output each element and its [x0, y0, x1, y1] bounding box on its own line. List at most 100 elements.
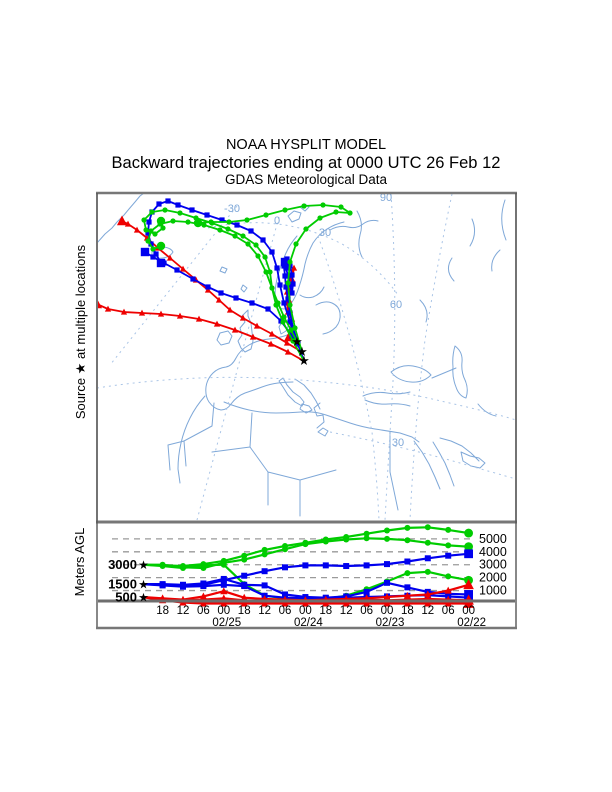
date-label: 02/25	[212, 617, 241, 629]
traj-3000m-loop1-marker	[160, 225, 166, 231]
traj-500m-west-marker	[249, 333, 257, 340]
traj-1500m-diag-marker	[233, 295, 239, 301]
traj-3000m-loop2	[145, 218, 298, 343]
height-3000m-c-line	[142, 563, 469, 601]
traj-500m-nw-marker	[268, 330, 276, 337]
traj-3000m-loop1-marker	[177, 210, 183, 216]
height-500m-c-marker	[301, 599, 309, 607]
height-500m-a-marker	[463, 579, 474, 590]
height-3000m-b-marker	[464, 542, 473, 552]
height-3000m-c-marker	[180, 564, 186, 571]
meters-agl-label: Meters AGL	[72, 528, 87, 597]
height-500m-a-marker	[444, 586, 452, 594]
height-500m-a-marker	[424, 590, 432, 598]
traj-500m-west-marker	[120, 308, 128, 315]
traj-3000m-loop1-marker	[290, 338, 296, 344]
height-1500m-a-marker	[404, 558, 411, 565]
height-1500m-b-marker	[261, 582, 268, 589]
time-tick-label: 06	[197, 605, 210, 617]
height-1500m-a-marker	[445, 552, 452, 559]
time-tick-label: 00	[217, 605, 230, 617]
traj-1500m-loop-marker	[145, 230, 151, 236]
traj-3000m-loop2-marker	[217, 227, 223, 233]
height-3000m-b-marker	[302, 541, 309, 548]
met-data-label: GDAS Meteorological Data	[225, 172, 388, 187]
run-subtitle: Backward trajectories ending at 0000 UTC…	[112, 154, 501, 172]
traj-1500m-diag-marker	[140, 247, 150, 257]
height-500m-c-marker	[342, 599, 350, 607]
height-500m-c-marker	[363, 599, 371, 607]
traj-3000m-arc-marker	[292, 325, 298, 331]
traj-1500m-diag-marker	[150, 254, 156, 260]
start-height-label: 500	[115, 590, 137, 605]
time-tick-label: 18	[238, 605, 251, 617]
traj-1500m-diag-marker	[190, 276, 196, 282]
height-1500m-a-marker	[282, 564, 288, 571]
time-tick-label: 12	[421, 605, 434, 617]
start-height-star: ★	[138, 591, 149, 605]
height-1500m-a	[142, 549, 473, 590]
traj-1500m-cluster-marker	[282, 273, 288, 279]
traj-500m-west-marker	[195, 315, 203, 322]
height-500m-c-marker	[199, 599, 207, 607]
height-3000m-c-marker	[424, 568, 431, 575]
traj-1500m-diag	[140, 247, 303, 353]
height-3000m-b-marker	[322, 538, 329, 545]
height-3000m-c-marker	[159, 563, 166, 570]
traj-500m-nw-marker	[283, 339, 291, 346]
time-tick-label: 00	[462, 605, 475, 617]
height-3000m-b-marker	[384, 535, 390, 542]
traj-500m-nw-marker	[133, 226, 141, 233]
height-1500m-a-marker	[363, 562, 370, 569]
height-1500m-c-marker	[159, 582, 166, 589]
model-title: NOAA HYSPLIT MODEL	[226, 137, 386, 153]
traj-500m-nw-marker	[253, 322, 261, 329]
height-1500m-a-marker	[343, 563, 350, 570]
height-1500m-a-marker	[384, 561, 390, 568]
traj-3000m-arc-marker	[287, 259, 293, 265]
time-tick-label: 00	[381, 605, 394, 617]
height-500m-c-marker	[322, 599, 330, 607]
traj-1500m-loop-marker	[274, 265, 280, 271]
traj-3000m-loop1-marker	[225, 226, 231, 232]
time-tick-label: 18	[401, 605, 414, 617]
height-1500m-b-marker	[220, 575, 227, 582]
traj-500m-nw-marker	[179, 265, 187, 272]
time-tick-label: 12	[258, 605, 271, 617]
traj-3000m-loop2-marker	[185, 219, 191, 225]
source-star: ★	[296, 344, 308, 359]
right-axis-label: 2000	[479, 571, 507, 585]
height-3000m-b-marker	[343, 536, 350, 543]
graticule-label: -30	[224, 203, 240, 215]
right-axis-label: 1000	[479, 584, 507, 598]
traj-500m-nw	[116, 215, 303, 353]
traj-3000m-loop2-marker	[288, 327, 294, 333]
time-tick-label: 00	[299, 605, 312, 617]
traj-3000m-arc-marker	[301, 203, 307, 209]
source-star: ★	[291, 334, 303, 349]
height-500m-c	[142, 595, 474, 608]
time-tick-label: 18	[156, 605, 169, 617]
traj-1500m-loop-marker	[281, 300, 287, 306]
height-500m-c-marker	[220, 599, 228, 607]
height-series	[142, 524, 474, 608]
traj-1500m-loop-marker	[287, 319, 293, 325]
traj-1500m-diag-marker	[174, 267, 180, 273]
traj-3000m-arc-marker	[293, 241, 299, 247]
traj-1500m-diag-marker	[218, 290, 224, 296]
height-3000m-a	[142, 524, 473, 570]
traj-3000m-loop1-marker	[253, 242, 259, 248]
source-star-markers: ★★★	[291, 334, 310, 368]
source-location-label: Source ★ at multiple locations	[73, 244, 88, 419]
traj-3000m-arc-marker	[285, 280, 291, 286]
traj-1500m-loop-marker	[260, 237, 266, 243]
traj-1500m-loop-marker	[156, 201, 162, 207]
date-label: 02/22	[457, 617, 486, 629]
height-500m-c-marker	[383, 599, 391, 607]
traj-500m-nw-marker	[239, 314, 247, 321]
traj-1500m-loop-marker	[156, 258, 166, 268]
traj-1500m-cluster-marker	[283, 265, 289, 271]
